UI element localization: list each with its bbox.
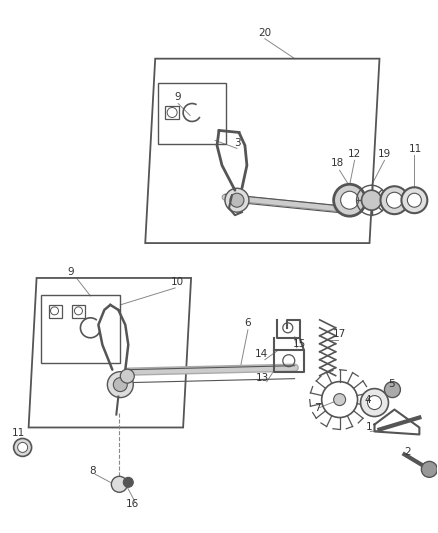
Text: 10: 10	[170, 277, 184, 287]
Circle shape	[334, 184, 366, 216]
Circle shape	[225, 188, 249, 212]
Text: 1: 1	[366, 423, 373, 432]
Circle shape	[113, 378, 127, 392]
Text: 19: 19	[378, 149, 391, 159]
Text: 17: 17	[333, 329, 346, 339]
Circle shape	[385, 382, 400, 398]
Circle shape	[367, 395, 381, 409]
Text: 6: 6	[244, 318, 251, 328]
Text: 3: 3	[235, 139, 241, 148]
Text: 14: 14	[255, 349, 268, 359]
Bar	[49, 305, 61, 318]
Text: 9: 9	[67, 267, 74, 277]
Circle shape	[381, 186, 408, 214]
Circle shape	[341, 191, 359, 209]
Text: 8: 8	[89, 466, 96, 477]
Text: 5: 5	[388, 378, 395, 389]
Circle shape	[421, 462, 437, 478]
Circle shape	[14, 439, 32, 456]
Text: 13: 13	[256, 373, 269, 383]
Text: 2: 2	[404, 447, 411, 457]
Circle shape	[120, 369, 134, 383]
Bar	[158, 83, 226, 144]
Bar	[41, 295, 120, 362]
Circle shape	[361, 190, 381, 210]
Circle shape	[334, 393, 346, 406]
Text: 9: 9	[175, 92, 181, 102]
Circle shape	[107, 372, 133, 398]
Circle shape	[386, 192, 403, 208]
Circle shape	[124, 478, 133, 487]
Text: 18: 18	[331, 158, 344, 168]
Circle shape	[111, 477, 127, 492]
Circle shape	[401, 187, 427, 213]
Bar	[165, 106, 179, 119]
Text: 7: 7	[314, 402, 321, 413]
Text: 16: 16	[126, 499, 139, 509]
Circle shape	[407, 193, 421, 207]
Text: 12: 12	[348, 149, 361, 159]
Text: 11: 11	[409, 144, 422, 155]
Bar	[72, 305, 85, 318]
Text: 4: 4	[364, 394, 371, 405]
Circle shape	[18, 442, 28, 453]
Circle shape	[230, 193, 244, 207]
Text: 20: 20	[258, 28, 272, 38]
Text: 11: 11	[12, 429, 25, 439]
Circle shape	[360, 389, 389, 416]
Text: 15: 15	[293, 339, 306, 349]
